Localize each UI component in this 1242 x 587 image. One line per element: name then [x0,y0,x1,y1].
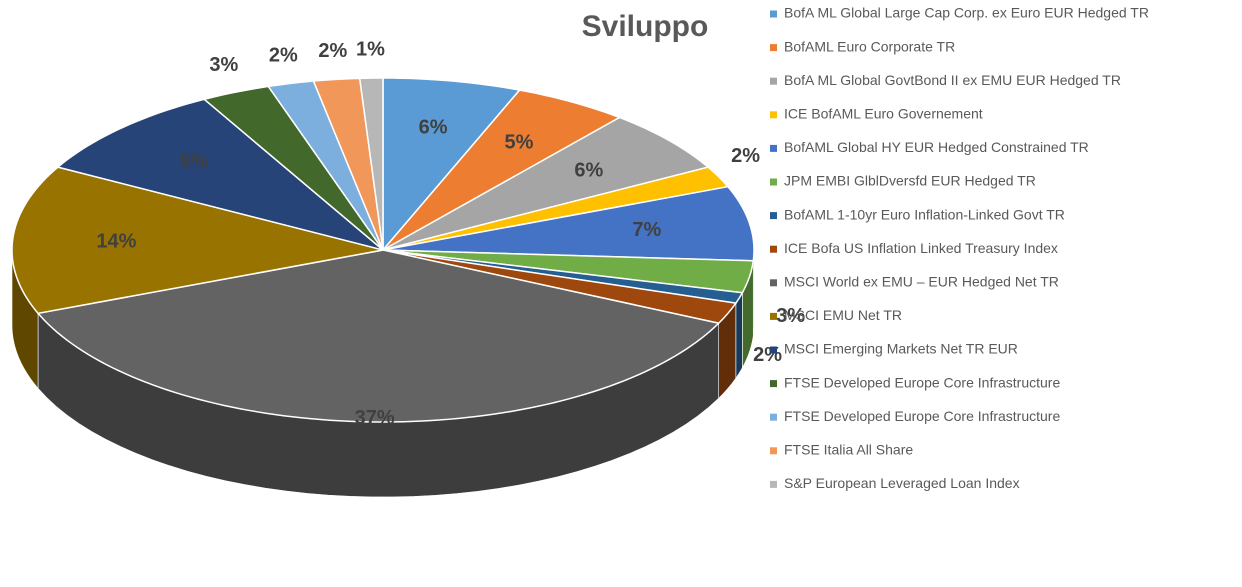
legend-marker [770,413,777,421]
legend-marker [770,212,777,220]
slice [56,98,384,251]
legend-label: FTSE Developed Europe Core Infrastructur… [784,408,1060,424]
data-label: 1% [356,39,385,61]
data-label: 6% [574,159,603,181]
slice [382,77,521,253]
legend-label: JPM EMBI GlblDversfd EUR Hedged TR [784,173,1036,189]
data-label: 5% [505,132,534,154]
slice [11,166,384,315]
slice [202,85,384,251]
slice [382,166,730,251]
legend-label: BofA ML Global GovtBond II ex EMU EUR He… [784,72,1121,88]
slice [36,249,721,423]
legend-label: MSCI Emerging Markets Net TR EUR [784,341,1018,357]
pie-top [11,77,755,423]
data-label: 2% [731,145,760,167]
legend-marker [770,44,777,52]
data-label: 9% [180,151,209,173]
legend-marker [770,245,777,253]
data-label: 7% [632,219,661,241]
legend-marker [770,480,777,488]
legend-label: ICE BofAML Euro Governement [784,106,983,122]
legend-marker [770,111,777,119]
data-label: 6% [419,117,448,139]
data-label: 2% [753,344,782,366]
slice-side [735,291,743,380]
data-label: 3% [776,305,805,327]
slice [382,89,622,251]
legend-label: MSCI EMU Net TR [784,307,902,323]
data-label: 2% [318,40,347,62]
legend-label: S&P European Leveraged Loan Index [784,475,1020,491]
labels: 6% 5% 6% 2% 7% 3% 2% 37% 14% 9% 3% 2% 2% 1% [96,39,805,429]
legend-label: BofA ML Global Large Cap Corp. ex Euro E… [784,5,1149,21]
slice [382,249,738,325]
data-label: 14% [96,231,136,253]
legend-marker [770,346,777,354]
legend-label: FTSE Italia All Share [784,442,913,458]
legend-label: FTSE Developed Europe Core Infrastructur… [784,374,1060,390]
legend-label: ICE Bofa US Inflation Linked Treasury In… [784,240,1058,256]
legend-marker [770,279,777,287]
legend-label: BofAML 1-10yr Euro Inflation-Linked Govt… [784,206,1065,222]
legend-marker [770,447,777,455]
slice [312,77,384,251]
slice [267,80,384,251]
legend-label: BofAML Euro Corporate TR [784,38,955,54]
data-label: 2% [269,44,298,66]
data-label: 3% [209,54,238,76]
legend-marker [770,380,777,388]
legend-marker [770,178,777,186]
data-label: 37% [355,407,395,429]
slice [358,77,384,251]
legend-label: BofAML Global HY EUR Hedged Constrained … [784,139,1089,155]
legend-label: MSCI World ex EMU – EUR Hedged Net TR [784,274,1059,290]
slice [382,185,755,262]
chart-title: Sviluppo [582,10,709,43]
legend-marker [770,10,777,18]
legend-marker [770,144,777,152]
legend-marker [770,312,777,320]
legend-marker [770,77,777,85]
slice [382,116,710,251]
